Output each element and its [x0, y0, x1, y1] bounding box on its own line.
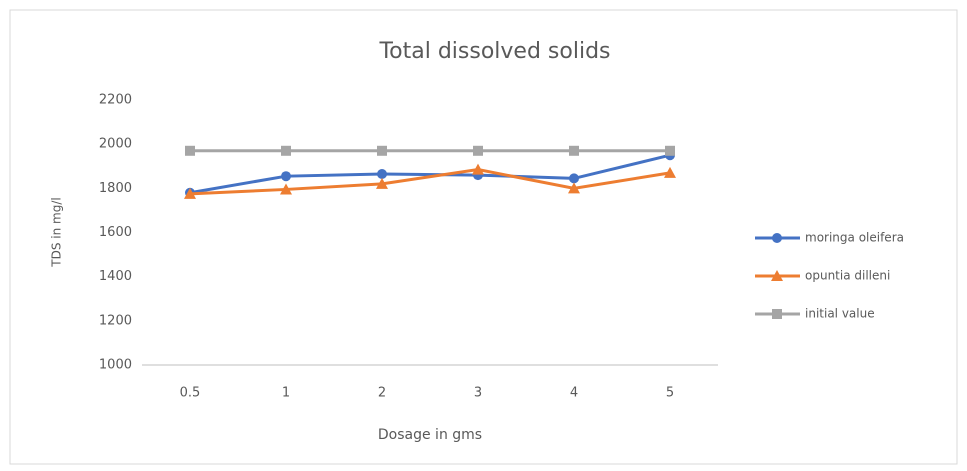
y-axis-label: TDS in mg/l: [50, 197, 64, 267]
point: [281, 145, 291, 156]
point: [665, 145, 675, 156]
legend-marker: [772, 309, 782, 319]
x-tick-label: 1: [282, 386, 290, 401]
y-tick-label: 1000: [99, 358, 132, 373]
point: [376, 177, 388, 189]
legend-marker: [771, 270, 783, 281]
series-line: [189, 153, 671, 195]
point: [184, 187, 196, 199]
point: [377, 145, 387, 156]
point: [281, 171, 291, 182]
x-tick-label: 3: [474, 386, 482, 401]
x-tick-label: 0.5: [180, 386, 201, 401]
point: [185, 145, 195, 156]
x-tick-label: 2: [378, 386, 386, 401]
legend-marker: [772, 233, 782, 243]
y-tick-label: 1600: [99, 225, 132, 240]
point: [280, 183, 292, 195]
chart-title: Total dissolved solids: [378, 39, 610, 64]
x-tick-label: 5: [666, 386, 674, 401]
legend-label: opuntia dilleni: [805, 269, 890, 283]
y-tick-label: 2000: [99, 137, 132, 152]
point: [568, 182, 580, 194]
x-axis-label: Dosage in gms: [378, 427, 482, 443]
y-tick-label: 1200: [99, 313, 132, 328]
y-tick-label: 1400: [99, 269, 132, 284]
point: [472, 163, 484, 175]
point: [569, 145, 579, 156]
point: [569, 173, 579, 184]
point: [664, 166, 676, 178]
legend-label: moringa oleifera: [805, 231, 904, 245]
point: [377, 168, 387, 179]
x-tick-label: 4: [570, 386, 578, 401]
y-tick-label: 2200: [99, 93, 132, 108]
series-line: [189, 168, 671, 196]
legend-label: initial value: [805, 307, 875, 321]
point: [473, 145, 483, 156]
y-tick-label: 1800: [99, 181, 132, 196]
